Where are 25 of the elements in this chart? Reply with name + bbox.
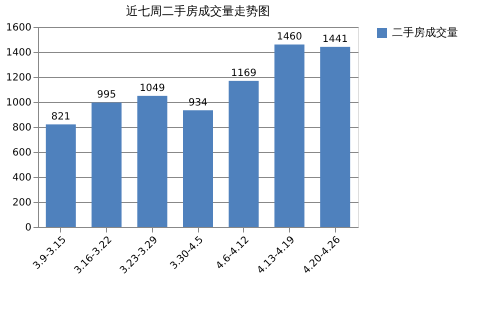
data-label: 1441 [322,34,348,45]
y-tick-label: 800 [12,122,32,134]
bar [228,80,259,227]
data-label: 1460 [276,32,302,42]
y-tick-label: 200 [12,198,32,208]
y-tick-label: 1600 [6,22,32,34]
y-tick-label: 0 [25,222,32,234]
data-label: 934 [188,97,208,108]
bar [320,46,350,227]
legend-label: 二手房成交量 [392,26,458,39]
chart-title: 近七周二手房成交量走势图 [126,4,270,18]
y-tick-label: 400 [12,172,32,184]
y-tick-label: 600 [12,148,32,158]
data-label: 995 [97,90,116,101]
bar [92,102,122,227]
y-tick-label: 1400 [6,48,32,58]
y-tick-label: 1000 [6,98,32,108]
y-tick-label: 1200 [6,72,32,84]
data-label: 1169 [230,68,256,79]
bar [137,96,168,227]
bar [183,110,213,227]
bar [46,124,76,227]
data-label: 1049 [140,82,166,94]
bar [274,44,304,227]
data-label: 821 [51,111,70,122]
